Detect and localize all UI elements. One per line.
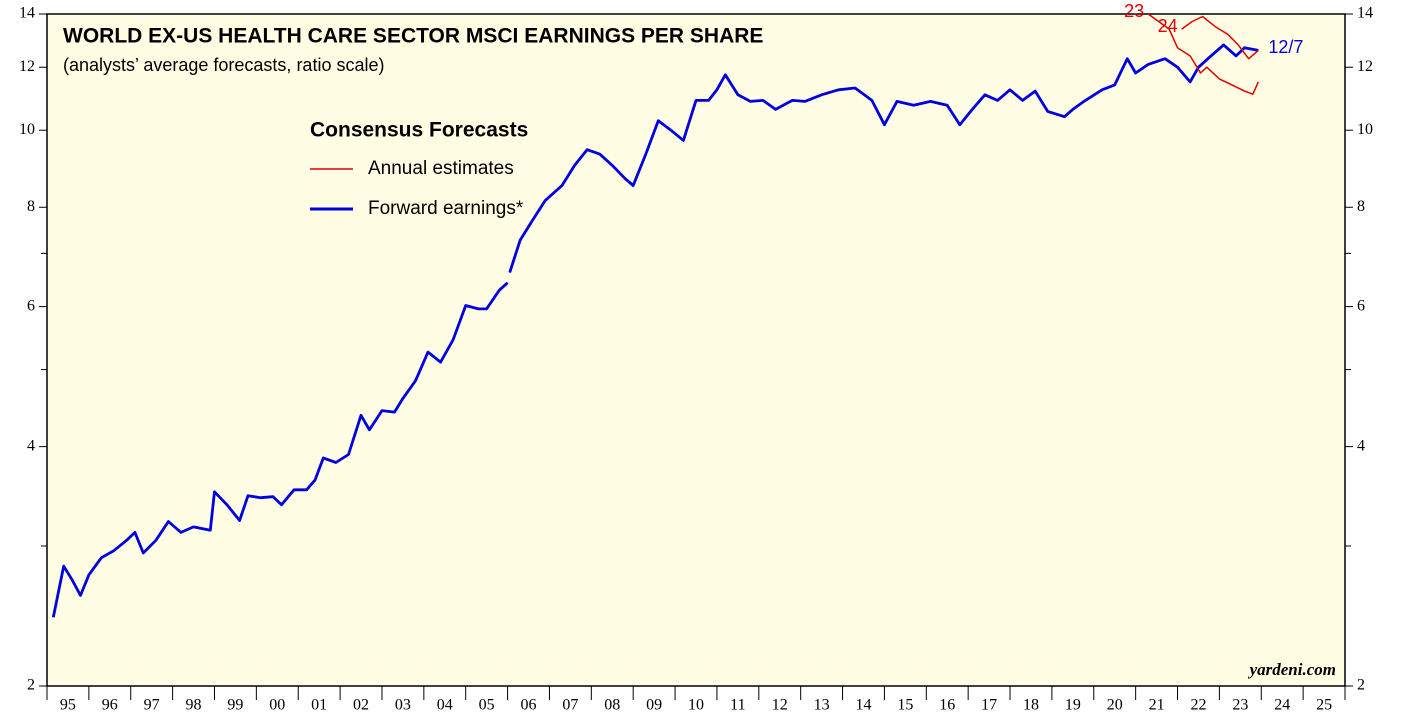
x-tick-label: 22	[1190, 697, 1206, 714]
x-tick-label: 19	[1065, 697, 1081, 714]
y-tick-label-right: 14	[1357, 5, 1373, 22]
legend-label: Annual estimates	[368, 158, 514, 179]
x-tick-label: 24	[1274, 697, 1290, 714]
x-tick-label: 12	[772, 697, 788, 714]
y-tick-label: 10	[19, 121, 35, 138]
x-tick-label: 04	[437, 697, 453, 714]
x-tick-label: 15	[897, 697, 913, 714]
series-label: 24	[1158, 16, 1178, 36]
y-tick-label-right: 4	[1357, 437, 1365, 454]
end-label: 12/7	[1268, 37, 1303, 57]
x-tick-label: 96	[102, 697, 118, 714]
y-tick-label-right: 8	[1357, 198, 1365, 215]
series-line	[1147, 13, 1259, 95]
x-tick-label: 07	[562, 697, 578, 714]
x-tick-label: 99	[227, 697, 243, 714]
y-tick-label: 2	[27, 677, 35, 694]
source: yardeni.com	[1248, 660, 1336, 679]
y-tick-label: 14	[19, 5, 35, 22]
x-tick-label: 16	[939, 697, 955, 714]
x-tick-label: 17	[981, 697, 997, 714]
y-tick-label: 12	[19, 58, 35, 75]
x-tick-label: 97	[144, 697, 160, 714]
y-tick-label: 6	[27, 297, 35, 314]
x-tick-label: 03	[395, 697, 411, 714]
x-tick-label: 02	[353, 697, 369, 714]
x-tick-label: 13	[814, 697, 830, 714]
chart-subtitle: (analysts’ average forecasts, ratio scal…	[63, 55, 384, 75]
x-tick-label: 23	[1232, 697, 1248, 714]
x-tick-label: 09	[646, 697, 662, 714]
x-tick-label: 14	[855, 697, 871, 714]
x-tick-label: 18	[1023, 697, 1039, 714]
chart-title: WORLD EX-US HEALTH CARE SECTOR MSCI EARN…	[63, 25, 763, 48]
y-tick-label-right: 10	[1357, 121, 1373, 138]
x-tick-label: 20	[1107, 697, 1123, 714]
x-tick-label: 95	[60, 697, 76, 714]
x-tick-label: 25	[1316, 697, 1332, 714]
x-tick-label: 08	[604, 697, 620, 714]
legend-title: Consensus Forecasts	[310, 119, 528, 142]
x-tick-label: 98	[186, 697, 202, 714]
series-line	[1181, 15, 1259, 60]
x-tick-label: 10	[688, 697, 704, 714]
x-tick-label: 00	[269, 697, 285, 714]
y-tick-label: 4	[27, 437, 35, 454]
x-tick-label: 06	[521, 697, 537, 714]
x-tick-label: 05	[479, 697, 495, 714]
series-label: 23	[1124, 1, 1144, 21]
x-tick-label: 01	[311, 697, 327, 714]
series-line	[51, 43, 1259, 618]
plot-area	[46, 13, 1346, 687]
legend-label: Forward earnings*	[368, 198, 524, 219]
y-tick-label-right: 12	[1357, 58, 1373, 75]
x-tick-label: 11	[730, 697, 745, 714]
y-tick-label: 8	[27, 198, 35, 215]
y-tick-label-right: 2	[1357, 677, 1365, 694]
x-tick-label: 21	[1149, 697, 1165, 714]
y-tick-label-right: 6	[1357, 297, 1365, 314]
